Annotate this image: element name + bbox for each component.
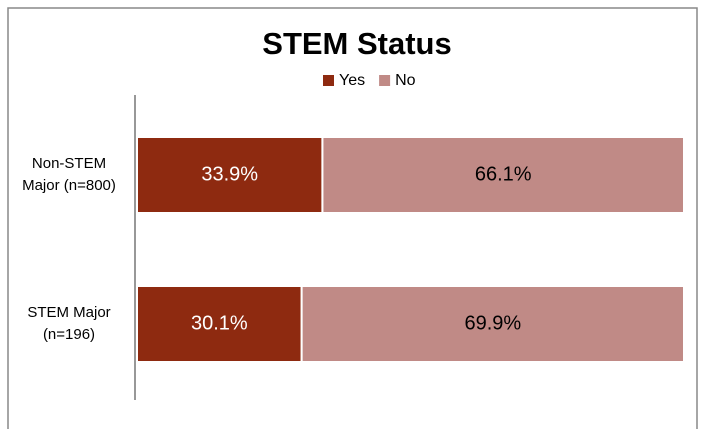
legend-label: No <box>395 72 416 89</box>
legend-swatch <box>323 75 334 86</box>
value-label: 66.1% <box>475 163 532 185</box>
bar-segment <box>321 136 685 214</box>
bar-segment <box>300 285 685 363</box>
value-label: 33.9% <box>201 163 258 185</box>
chart-title: STEM Status <box>262 26 451 61</box>
value-label: 30.1% <box>191 312 248 334</box>
category-label: STEM Major (n=196) <box>27 304 111 343</box>
frame <box>7 7 698 429</box>
value-label: 69.9% <box>464 312 521 334</box>
legend-swatch <box>379 75 391 86</box>
legend-label: Yes <box>339 72 365 89</box>
category-label: Non-STEM Major (n=800) <box>22 155 116 194</box>
bar-segment <box>136 285 303 363</box>
